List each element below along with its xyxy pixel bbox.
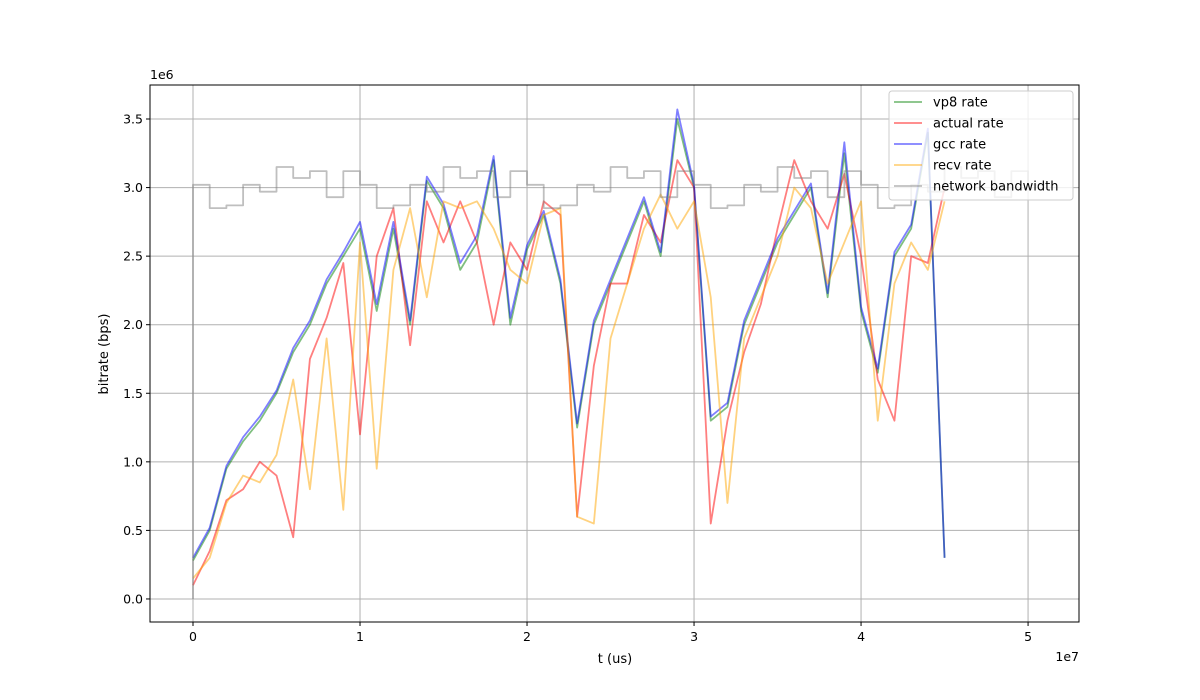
- y-tick-label: 1.0: [123, 454, 143, 469]
- y-tick-label: 3.5: [123, 112, 143, 127]
- y-tick-label: 3.0: [123, 180, 143, 195]
- x-offset-label: 1e7: [1055, 649, 1079, 664]
- x-tick-label: 1: [356, 629, 364, 644]
- legend-label: actual rate: [933, 117, 1004, 132]
- legend-label: vp8 rate: [933, 96, 988, 111]
- y-tick-label: 2.0: [123, 317, 143, 332]
- y-axis-label: bitrate (bps): [97, 314, 112, 395]
- y-tick-label: 0.5: [123, 523, 143, 538]
- x-tick-label: 3: [690, 629, 698, 644]
- series-line: [192, 166, 1045, 599]
- x-tick-label: 2: [523, 629, 531, 644]
- x-tick-label: 5: [1024, 629, 1032, 644]
- legend-label: network bandwidth: [933, 180, 1058, 195]
- series-line: [192, 186, 946, 579]
- legend-label: gcc rate: [933, 138, 986, 153]
- x-tick-label: 0: [189, 629, 197, 644]
- x-axis-label: t (us): [598, 652, 632, 667]
- y-tick-label: 1.5: [123, 386, 143, 401]
- y-tick-label: 0.0: [123, 591, 143, 606]
- y-offset-label: 1e6: [150, 67, 174, 82]
- axes-frame: [149, 84, 1080, 623]
- legend-box: [888, 90, 1074, 201]
- x-tick-label: 4: [857, 629, 865, 644]
- y-tick-label: 2.5: [123, 249, 143, 264]
- legend-label: recv rate: [933, 159, 991, 174]
